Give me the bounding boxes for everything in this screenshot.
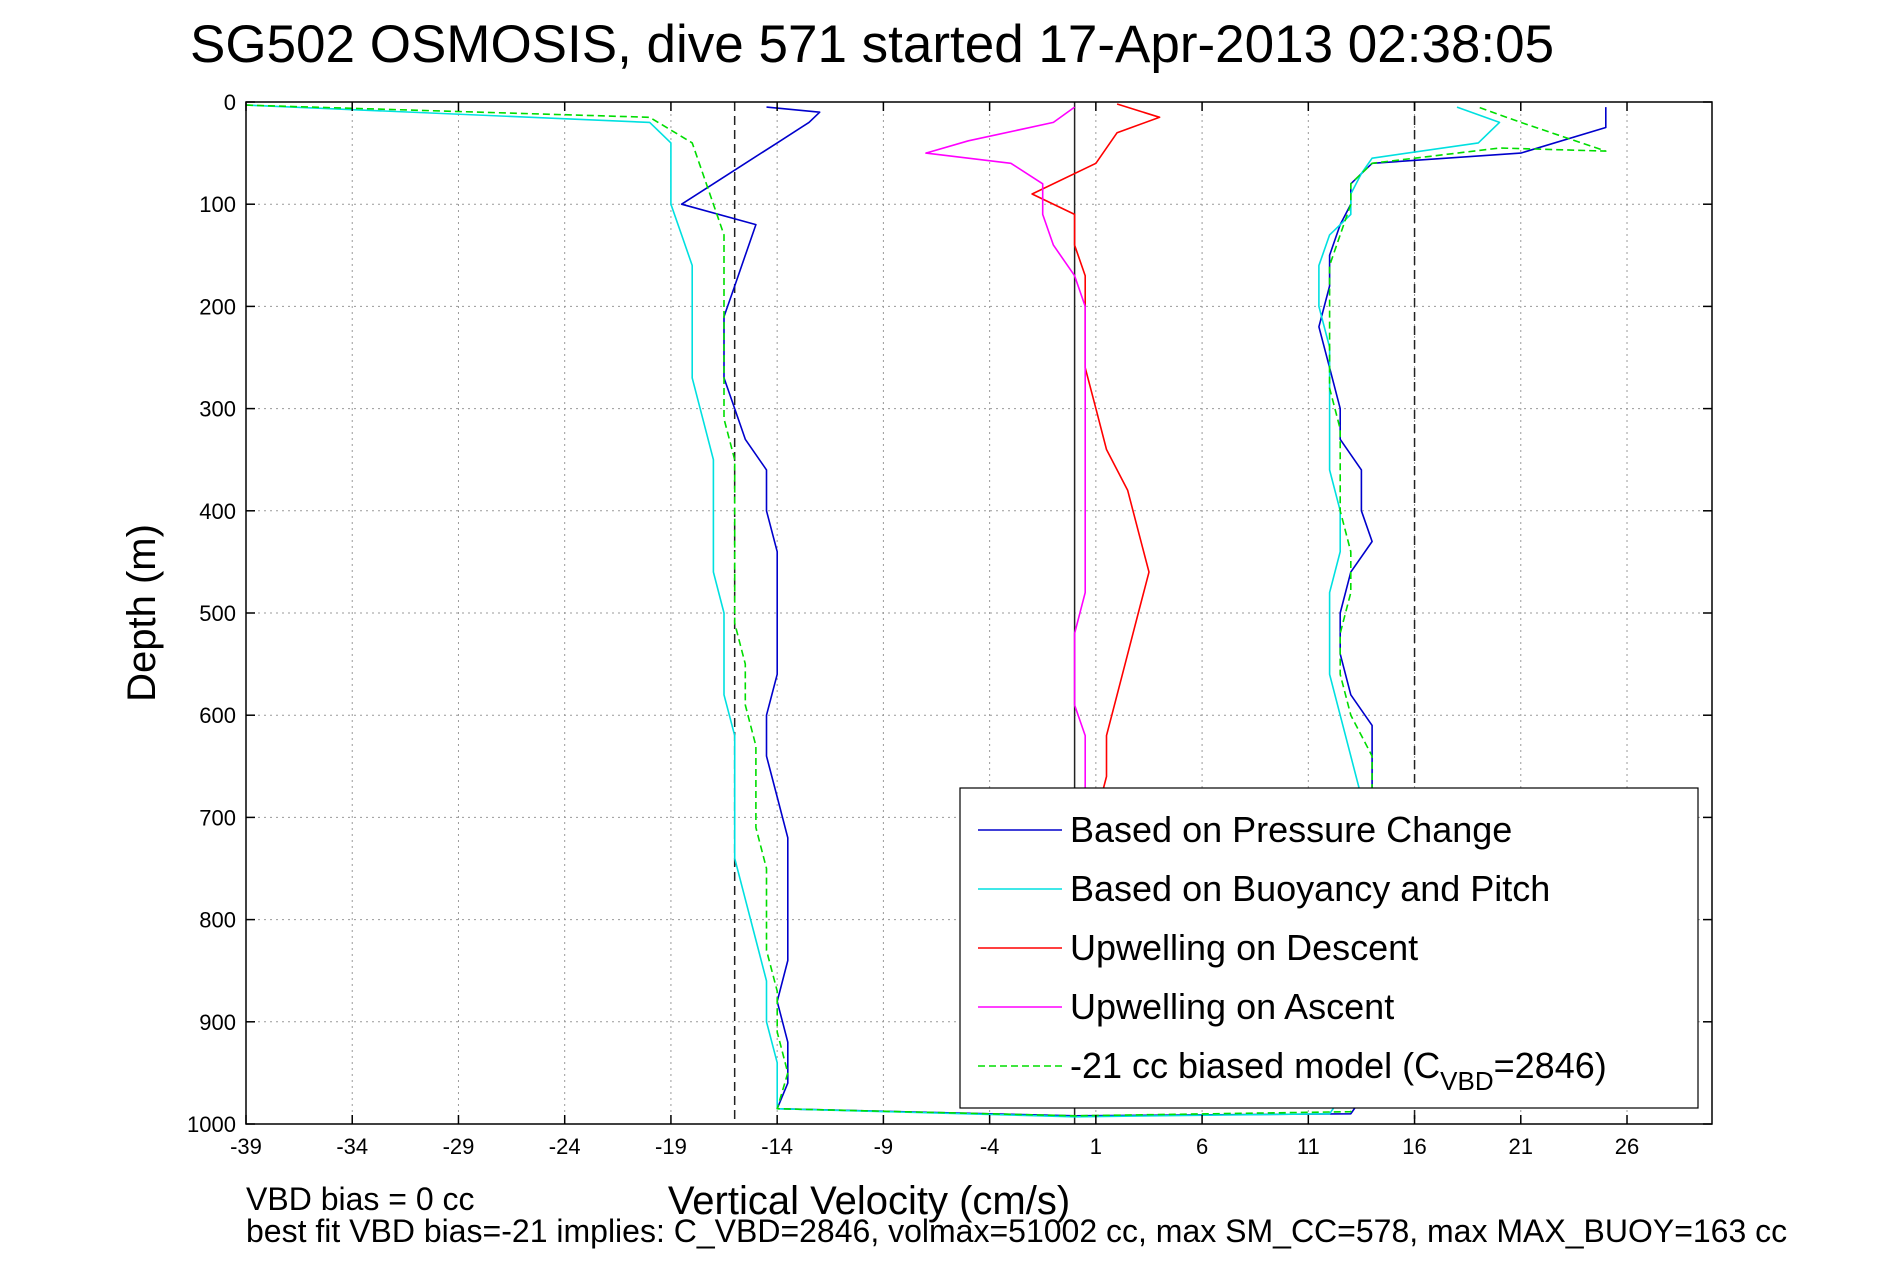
legend-label: Upwelling on Ascent [1070, 986, 1394, 1027]
x-tick-label: 1 [1090, 1134, 1102, 1159]
y-tick-label: 100 [199, 192, 236, 217]
y-tick-label: 500 [199, 601, 236, 626]
series-line [245, 104, 1607, 1117]
legend-label: Based on Buoyancy and Pitch [1070, 868, 1550, 909]
x-tick-label: 16 [1402, 1134, 1426, 1159]
y-tick-label: 200 [199, 294, 236, 319]
x-tick-label: 6 [1196, 1134, 1208, 1159]
y-tick-label: 900 [199, 1010, 236, 1035]
plot-area [245, 103, 1607, 1118]
footer-line-2: best fit VBD bias=-21 implies: C_VBD=284… [246, 1213, 1788, 1249]
legend-box [959, 787, 1699, 1109]
y-tick-label: 300 [199, 397, 236, 422]
y-axis-label: Depth (m) [120, 524, 164, 702]
x-tick-label: -14 [761, 1134, 793, 1159]
chart-title: SG502 OSMOSIS, dive 571 started 17-Apr-2… [190, 15, 1555, 74]
x-tick-label: 26 [1615, 1134, 1639, 1159]
axes: -39 -34 -29 -24 -19 -14 -9 -4 1 6 11 16 21 2601002003… [120, 90, 1713, 1223]
x-tick-label: -29 [443, 1134, 475, 1159]
legend-label: Based on Pressure Change [1070, 809, 1512, 850]
y-tick-label: 800 [199, 908, 236, 933]
series-line [245, 104, 1501, 1118]
x-tick-label: 21 [1509, 1134, 1533, 1159]
series-line [925, 106, 1086, 818]
legend: Based on Pressure Change Based on Buoyanc… [959, 787, 1699, 1109]
x-tick-label: 11 [1297, 1134, 1320, 1159]
x-tick-label: -39 [230, 1134, 262, 1159]
y-tick-label: 1000 [187, 1112, 236, 1137]
x-axis-label: Vertical Velocity (cm/s) [668, 1179, 1070, 1223]
x-tick-label: -34 [336, 1134, 368, 1159]
x-tick-label: -24 [549, 1134, 581, 1159]
x-tick-label: -19 [655, 1134, 687, 1159]
legend-label: -21 cc biased model (CVBD=2846) [1070, 1045, 1607, 1096]
y-tick-label: 0 [224, 90, 236, 115]
footer-line-1: VBD bias = 0 cc [246, 1181, 475, 1217]
y-tick-label: 600 [199, 703, 236, 728]
series-line [1031, 103, 1161, 818]
legend-label: Upwelling on Descent [1070, 927, 1418, 968]
y-tick-label: 700 [199, 805, 236, 830]
x-tick-label: -4 [980, 1134, 1000, 1159]
y-tick-label: 400 [199, 499, 236, 524]
x-tick-label: -9 [874, 1134, 894, 1159]
